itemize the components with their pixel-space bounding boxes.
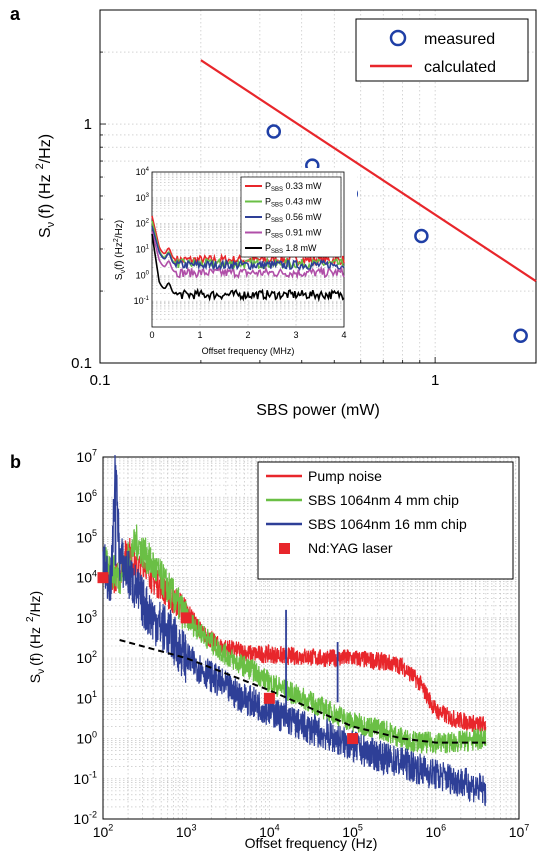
ndyag-marker	[263, 692, 275, 704]
dashed-fit-line	[119, 639, 486, 744]
panel-b-ylabel: Sν(f) (Hz2/Hz)	[25, 591, 47, 683]
svg-text:Sν(f) (Hz2/Hz): Sν(f) (Hz2/Hz)	[113, 220, 127, 280]
inset-xlabel: Offset frequency (MHz)	[202, 346, 295, 356]
panel-a-inset: 0 1 2 3 4 10-1 100 101 102 103 104 Offset frequenc…	[105, 167, 357, 360]
panel-a-y-tick-label: 0.1	[71, 355, 92, 372]
panel-a-letter: a	[10, 4, 21, 24]
legend-measured-marker	[389, 29, 407, 47]
panel-a-x-tick-label: 1	[431, 372, 439, 389]
panel-b-x-tick-label: 102	[93, 823, 114, 840]
ndyag-marker	[97, 572, 109, 584]
panel-b-x-tick-label: 106	[426, 823, 447, 840]
panel-a-chart: 0.1 1 0.1 1 SBS power (mW) Sν(f) (Hz2/Hz) m…	[34, 9, 537, 419]
panel-a-xlabel: SBS power (mW)	[256, 402, 380, 419]
panel-b-y-tick-label: 10-1	[73, 769, 97, 786]
panel-b-chart: 102 103 104 105 106 107 10-2 10-1 100 101 102 103 10…	[25, 448, 529, 851]
panel-a-x-tick-label: 0.1	[90, 372, 111, 389]
inset-y-tick-label: 103	[136, 193, 150, 203]
inset-x-tick-label: 0	[149, 330, 154, 340]
panel-b-x-tick-label: 105	[342, 823, 363, 840]
inset-legend-label: PSBS 0.43 mW	[265, 197, 322, 209]
legend-sbs16-label: SBS 1064nm 16 mm chip	[308, 516, 467, 532]
inset-x-tick-label: 4	[341, 330, 346, 340]
panel-b-y-tick-label: 101	[76, 689, 97, 706]
panel-b-y-tick-label: 10-2	[73, 810, 97, 827]
inset-y-tick-label: 101	[136, 244, 150, 254]
inset-x-tick-label: 1	[197, 330, 202, 340]
panel-a-plot-frame	[99, 9, 537, 364]
panel-b-x-tick-label: 104	[259, 823, 280, 840]
inset-y-tick-label: 102	[136, 219, 150, 229]
panel-a-ylabel: Sν(f) (Hz2/Hz)	[34, 134, 57, 238]
measured-point	[414, 228, 429, 244]
panel-a-legend: measured calculated	[355, 18, 529, 82]
ndyag-marker	[180, 612, 192, 624]
inset-series-line	[151, 233, 345, 303]
inset-legend-label: PSBS 0.56 mW	[265, 212, 322, 224]
panel-b-xlabel: Offset frequency (Hz)	[245, 835, 378, 851]
svg-text:Sν(f) (Hz2/Hz): Sν(f) (Hz2/Hz)	[25, 591, 47, 683]
inset-x-tick-label: 2	[245, 330, 250, 340]
panel-a-y-tick-label: 1	[84, 116, 92, 133]
inset-series-line	[151, 226, 345, 273]
panel-b-y-tick-label: 102	[76, 649, 97, 666]
panel-b-legend: Pump noise SBS 1064nm 4 mm chip SBS 1064…	[257, 461, 514, 580]
panel-b-plot-frame	[102, 456, 520, 820]
inset-x-tick-label: 3	[293, 330, 298, 340]
panel-b-x-tick-label: 107	[509, 823, 530, 840]
panel-b-x-tick-label: 103	[176, 823, 197, 840]
panel-b-y-tick-label: 100	[76, 729, 97, 746]
panel-b-y-tick-label: 107	[76, 448, 97, 465]
inset-series-line	[151, 231, 345, 280]
ndyag-marker	[347, 733, 359, 745]
measured-point	[513, 328, 528, 344]
sbs-4mm-trace	[102, 524, 487, 754]
legend-ndyag-label: Nd:YAG laser	[308, 540, 393, 556]
panel-b-letter: b	[10, 452, 21, 472]
inset-plot-frame	[151, 171, 345, 328]
legend-sbs4-label: SBS 1064nm 4 mm chip	[308, 492, 459, 508]
inset-legend: PSBS 0.33 mW PSBS 0.43 mW PSBS 0.56 mW PSBS…	[240, 176, 342, 258]
panel-b-y-tick-label: 105	[76, 528, 97, 545]
measured-point	[266, 124, 282, 139]
inset-legend-label: PSBS 0.91 mW	[265, 228, 322, 240]
calculated-line	[200, 59, 537, 283]
panel-b-y-tick-label: 106	[76, 488, 97, 505]
legend-pump-label: Pump noise	[308, 468, 382, 484]
legend-measured-label: measured	[424, 31, 495, 48]
sbs-16mm-trace	[102, 454, 487, 807]
inset-legend-label: PSBS 1.8 mW	[265, 243, 317, 255]
panel-b-y-tick-label: 103	[76, 609, 97, 626]
inset-y-tick-label: 104	[136, 167, 150, 177]
panel-b-y-tick-label: 104	[76, 568, 97, 585]
legend-calculated-label: calculated	[424, 59, 496, 76]
inset-y-tick-label: 100	[136, 270, 150, 280]
legend-ndyag-marker	[279, 543, 290, 554]
svg-text:Sν(f) (Hz2/Hz): Sν(f) (Hz2/Hz)	[34, 134, 57, 238]
inset-y-tick-label: 10-1	[134, 296, 150, 306]
inset-ylabel: Sν(f) (Hz2/Hz)	[113, 220, 127, 280]
inset-legend-label: PSBS 0.33 mW	[265, 181, 322, 193]
